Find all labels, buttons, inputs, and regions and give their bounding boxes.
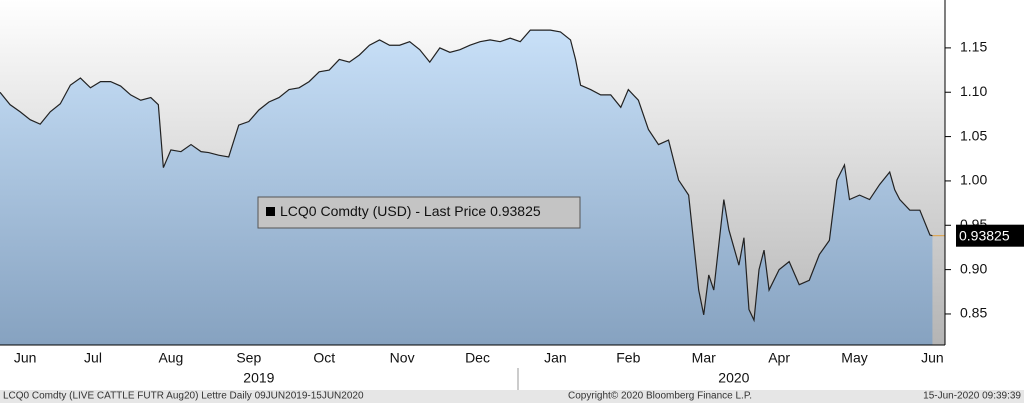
x-tick-label: Mar (692, 350, 716, 366)
footer-left: LCQ0 Comdty (LIVE CATTLE FUTR Aug20) Let… (3, 391, 364, 402)
y-tick-label: 1.00 (960, 172, 987, 188)
last-price-label: 0.93825 (959, 227, 1010, 243)
area-fill (0, 30, 933, 346)
legend-label: LCQ0 Comdty (USD) - Last Price 0.93825 (280, 203, 541, 219)
legend-box (257, 196, 581, 229)
footer-right: 15-Jun-2020 09:39:39 (923, 391, 1021, 402)
legend-swatch (266, 207, 275, 216)
footer-center: Copyright© 2020 Bloomberg Finance L.P. (568, 391, 752, 402)
y-tick-label: 0.90 (960, 260, 987, 276)
x-tick-label: Sep (236, 350, 261, 366)
x-tick-label: May (841, 350, 867, 366)
x-tick-label: Aug (158, 350, 183, 366)
year-label: 2019 (243, 370, 274, 386)
y-tick-label: 1.10 (960, 83, 987, 99)
footer-bar (0, 390, 1024, 403)
x-tick-label: Apr (768, 350, 790, 366)
x-tick-label: Jun (14, 350, 37, 366)
last-price-tag (956, 224, 1024, 247)
price-line (0, 29, 933, 323)
x-tick-label: Feb (616, 350, 640, 366)
y-tick-label: 1.05 (960, 127, 987, 143)
x-tick-label: Jul (84, 350, 102, 366)
x-tick-label: Jun (921, 350, 944, 366)
x-tick-label: Dec (465, 350, 490, 366)
y-tick-label: 1.15 (960, 39, 987, 55)
x-tick-label: Nov (390, 350, 415, 366)
year-label: 2020 (718, 370, 749, 386)
y-tick-label: 0.85 (960, 305, 987, 321)
x-tick-label: Oct (313, 350, 335, 366)
x-tick-label: Jan (544, 350, 567, 366)
